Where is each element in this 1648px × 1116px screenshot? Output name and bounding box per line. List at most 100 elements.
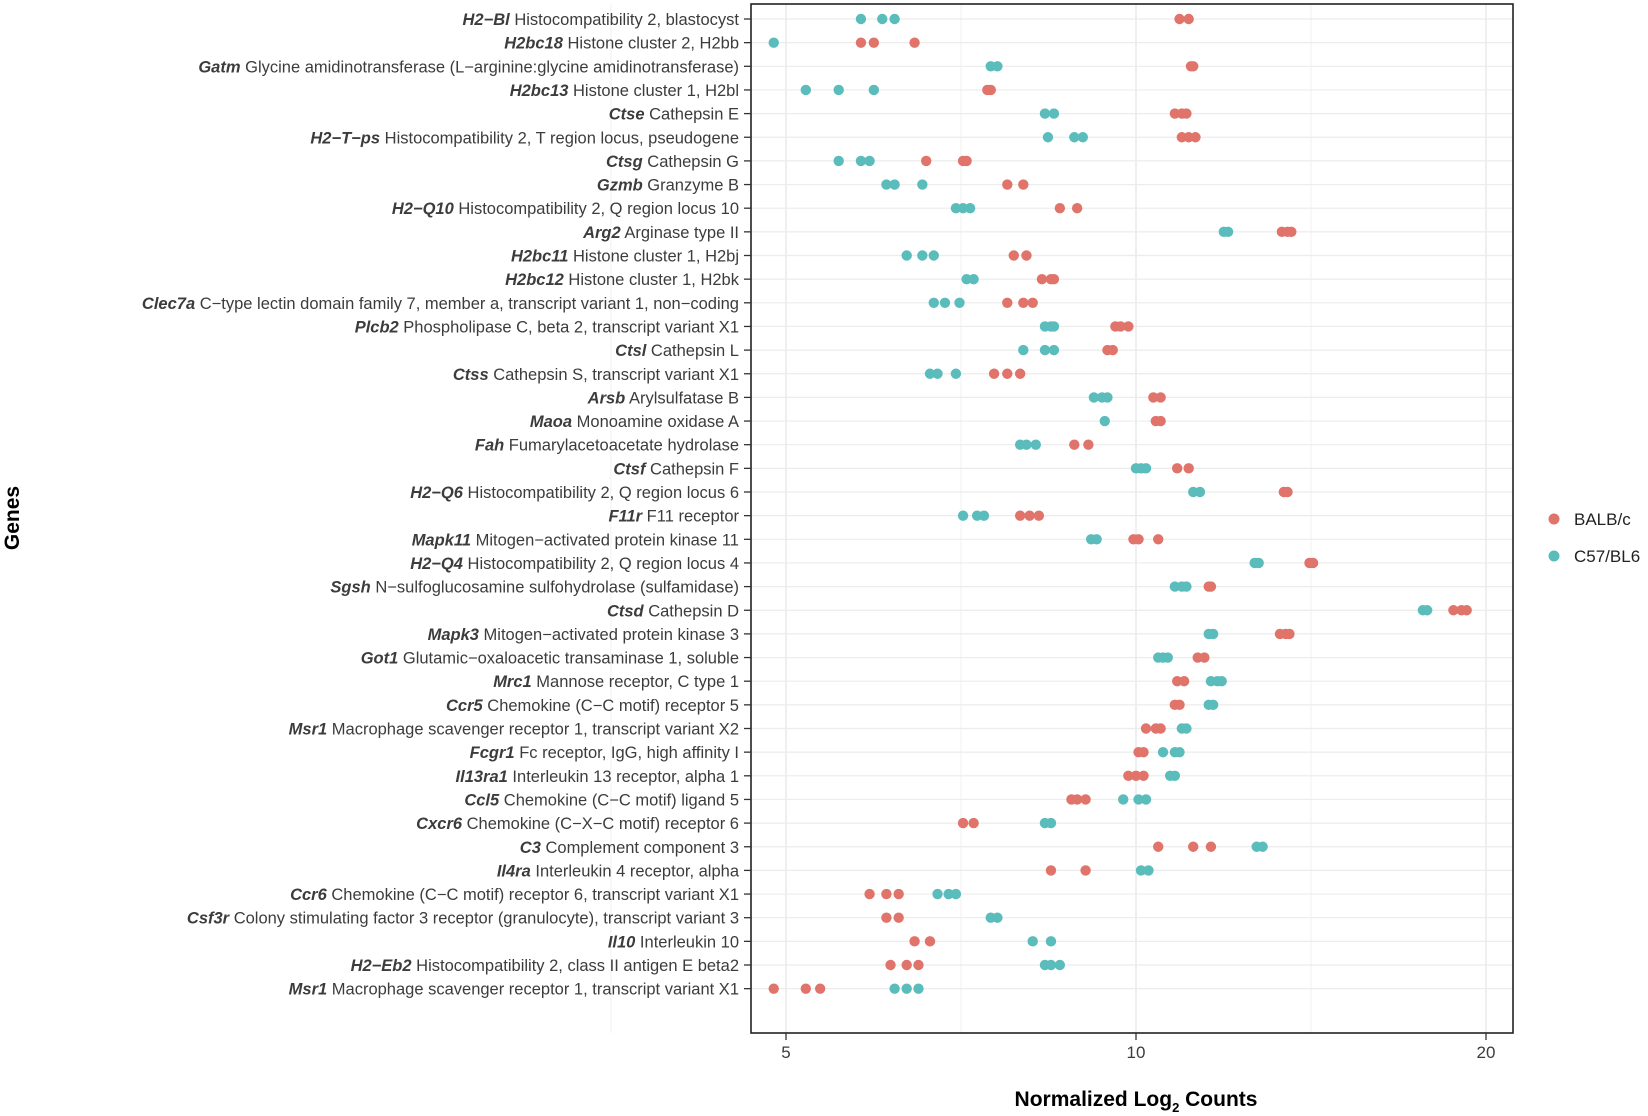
point-c57bl6 (833, 155, 844, 167)
gene-label: Fcgr1 Fc receptor, IgG, high affinity I (470, 744, 739, 762)
gene-label: H2−Bl Histocompatibility 2, blastocyst (463, 11, 740, 29)
gene-label: Il4ra Interleukin 4 receptor, alpha (497, 862, 740, 880)
point-c57bl6 (1174, 746, 1185, 758)
point-balbc (1033, 510, 1045, 521)
gene-symbol: F11r (608, 508, 643, 526)
gene-description: Histone cluster 1, H2bl (568, 82, 739, 100)
gene-description: Chemokine (C−C motif) receptor 5 (483, 697, 739, 715)
gene-label: Msr1 Macrophage scavenger receptor 1, tr… (289, 721, 739, 739)
point-c57bl6 (1157, 746, 1169, 758)
point-c57bl6 (928, 297, 939, 308)
point-c57bl6 (968, 273, 979, 285)
gene-symbol: Mapk11 (412, 531, 471, 549)
point-c57bl6 (950, 368, 962, 379)
point-balbc (1174, 13, 1185, 25)
point-c57bl6 (901, 250, 912, 261)
point-c57bl6 (1039, 108, 1051, 119)
point-c57bl6 (1048, 108, 1060, 119)
point-c57bl6 (1069, 132, 1080, 143)
gene-description: Histone cluster 1, H2bk (564, 271, 740, 289)
point-balbc (1286, 226, 1297, 238)
gene-symbol: Mrc1 (493, 673, 532, 691)
point-balbc (1002, 179, 1013, 190)
point-c57bl6 (943, 888, 954, 900)
point-c57bl6 (833, 84, 844, 96)
gene-description: Macrophage scavenger receptor 1, transcr… (327, 981, 739, 999)
gene-description: Mitogen−activated protein kinase 3 (479, 626, 739, 644)
gene-label: H2−Q4 Histocompatibility 2, Q region loc… (410, 555, 739, 573)
point-c57bl6 (889, 13, 900, 25)
point-balbc (1045, 865, 1057, 876)
gene-symbol: Il10 (608, 933, 636, 951)
legend-dot-balbc (1548, 513, 1560, 525)
gene-symbol: Csf3r (187, 910, 231, 928)
gene-description: Cathepsin E (645, 106, 739, 124)
gene-label: H2bc13 Histone cluster 1, H2bl (510, 82, 739, 100)
gene-description: Interleukin 4 receptor, alpha (531, 862, 740, 880)
gene-label: F11r F11 receptor (608, 508, 739, 526)
gene-label: H2−Q6 Histocompatibility 2, Q region loc… (410, 484, 739, 502)
y-axis-title: Genes (1, 486, 24, 550)
point-c57bl6 (1421, 605, 1433, 616)
gene-description: Fc receptor, IgG, high affinity I (515, 744, 739, 762)
gene-label: Fah Fumarylacetoacetate hydrolase (475, 437, 739, 455)
point-c57bl6 (1118, 794, 1129, 805)
point-balbc (985, 84, 996, 96)
point-balbc (881, 888, 892, 900)
point-balbc (1138, 746, 1149, 758)
point-balbc (1002, 368, 1013, 379)
gene-symbol: Il4ra (497, 862, 531, 880)
gene-symbol: Gatm (198, 58, 240, 76)
gene-label: Il13ra1 Interleukin 13 receptor, alpha 1 (456, 768, 739, 786)
point-c57bl6 (768, 37, 779, 48)
point-c57bl6 (1133, 794, 1144, 805)
point-balbc (881, 912, 892, 923)
gene-description: Histocompatibility 2, T region locus, ps… (380, 129, 739, 147)
point-c57bl6 (1054, 959, 1066, 971)
gene-label: Csf3r Colony stimulating factor 3 recept… (187, 910, 739, 928)
gene-symbol: H2−Q6 (410, 484, 464, 502)
gene-label: Plcb2 Phospholipase C, beta 2, transcrip… (355, 318, 739, 336)
gene-description: Glycine amidinotransferase (L−arginine:g… (241, 58, 739, 76)
point-c57bl6 (889, 179, 900, 190)
point-c57bl6 (855, 155, 867, 167)
point-c57bl6 (1181, 723, 1192, 734)
point-balbc (968, 817, 979, 829)
gene-description: Cathepsin G (643, 153, 739, 171)
point-balbc (800, 983, 812, 994)
point-c57bl6 (978, 510, 990, 521)
point-c57bl6 (1135, 865, 1147, 876)
gene-symbol: H2−Q10 (392, 200, 455, 218)
gene-description: Cathepsin S, transcript variant X1 (489, 366, 739, 384)
x-tick-label: 20 (1477, 1043, 1496, 1062)
gene-description: Chemokine (C−C motif) receptor 6, transc… (327, 886, 739, 904)
point-c57bl6 (1042, 132, 1054, 143)
point-balbc (868, 37, 880, 48)
gene-description: N−sulfoglucosamine sulfohydrolase (sulfa… (371, 579, 739, 597)
point-balbc (909, 936, 920, 947)
gene-label: Sgsh N−sulfoglucosamine sulfohydrolase (… (330, 579, 739, 597)
gene-label: Ctss Cathepsin S, transcript variant X1 (453, 366, 739, 384)
point-c57bl6 (889, 983, 900, 994)
point-balbc (1282, 486, 1293, 498)
gene-label: Mapk11 Mitogen−activated protein kinase … (412, 531, 739, 549)
point-c57bl6 (1048, 321, 1060, 332)
point-balbc (1307, 557, 1319, 569)
gene-description: Histocompatibility 2, Q region locus 4 (463, 555, 739, 573)
point-c57bl6 (1039, 344, 1051, 356)
point-c57bl6 (1162, 652, 1173, 663)
point-balbc (1008, 250, 1019, 261)
point-balbc (1018, 297, 1029, 308)
gene-description: Mannose receptor, C type 1 (532, 673, 739, 691)
gene-symbol: Ccr6 (290, 886, 328, 904)
point-balbc (1002, 297, 1013, 308)
point-c57bl6 (932, 368, 943, 379)
point-c57bl6 (1048, 344, 1060, 356)
point-balbc (988, 368, 1000, 379)
gene-symbol: H2−T−ps (310, 129, 380, 147)
point-balbc (1021, 250, 1032, 261)
point-balbc (1205, 581, 1217, 592)
point-c57bl6 (1207, 628, 1219, 640)
point-c57bl6 (954, 297, 965, 308)
point-c57bl6 (1253, 557, 1264, 569)
